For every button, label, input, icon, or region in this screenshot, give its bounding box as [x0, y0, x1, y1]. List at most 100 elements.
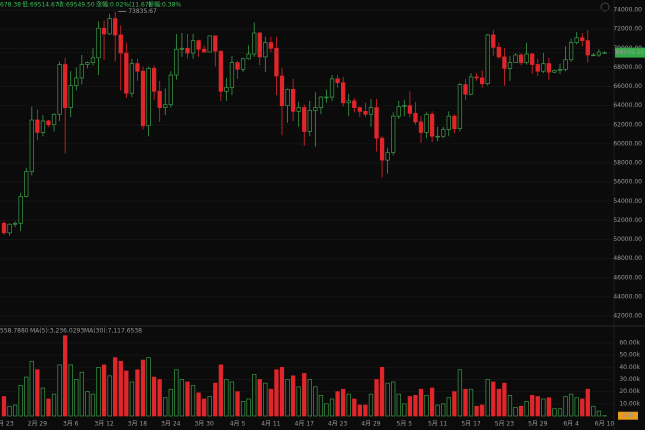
candle-body	[107, 18, 112, 35]
x-tick-label: 4月 29	[361, 421, 381, 428]
volume-bar	[452, 391, 457, 417]
candle-body	[568, 42, 574, 61]
last-volume-box	[618, 411, 638, 420]
candle-body	[63, 64, 68, 108]
candle-body	[480, 77, 485, 85]
candle-body	[518, 54, 524, 63]
candle-body	[168, 74, 173, 106]
x-tick-label: 3月 6	[63, 421, 79, 428]
volume-bar	[424, 394, 429, 417]
candle-body	[557, 68, 563, 71]
volume-bar	[190, 385, 196, 417]
candle-body	[285, 89, 290, 107]
settings-icon[interactable]	[600, 2, 610, 12]
candle-body	[257, 32, 262, 58]
volume-bar	[418, 388, 424, 417]
x-tick-label: 5月 23	[495, 421, 515, 428]
y-tick-label: 52000.00	[613, 217, 642, 224]
candle-body	[424, 113, 429, 133]
volume-bar	[318, 394, 324, 417]
volume-bar	[79, 371, 84, 417]
volume-bar	[580, 398, 585, 417]
x-tick-label: 6月 4	[563, 421, 579, 428]
y-tick-label: 54000.00	[613, 198, 642, 205]
y-tick-label: 60000.00	[613, 140, 642, 147]
volume-header-text: MA(30):7,117.6538	[84, 328, 142, 335]
candle-body	[274, 47, 279, 77]
volume-bar	[435, 404, 440, 417]
candle-body	[218, 50, 223, 92]
volume-bar	[46, 398, 51, 417]
x-tick-label: 4月 11	[261, 421, 281, 428]
volume-bar	[491, 381, 496, 417]
y-tick-label: 66000.00	[613, 83, 642, 90]
y-tick-label: 48000.00	[613, 255, 642, 262]
y-tick-label: 50000.00	[613, 236, 642, 243]
volume-bar	[313, 386, 318, 417]
volume-bar	[196, 392, 201, 417]
candle-body	[74, 77, 79, 86]
y-tick-label: 72000.00	[613, 26, 642, 33]
volume-bar	[463, 388, 468, 417]
x-tick-label: 3月 18	[128, 421, 148, 428]
volume-bar	[429, 387, 435, 417]
candle-body	[396, 106, 401, 117]
header-text: 678.38	[0, 2, 21, 9]
candle-body	[207, 35, 212, 53]
candle-body	[296, 107, 301, 112]
candle-body	[541, 63, 546, 72]
volume-bar	[135, 369, 140, 417]
candle-body	[252, 32, 257, 55]
x-tick-label: 5月 17	[461, 421, 481, 428]
candle-body	[407, 105, 413, 114]
volume-bar	[535, 396, 540, 417]
volume-bar	[29, 360, 34, 417]
volume-tick-label: 10.00k	[619, 400, 640, 407]
volume-bar	[1, 396, 7, 417]
volume-bar	[90, 393, 96, 417]
candle-body	[452, 115, 457, 129]
candle-body	[179, 47, 185, 50]
candle-body	[213, 35, 218, 52]
candle-body	[146, 68, 151, 127]
candle-body	[224, 87, 229, 92]
candle-body	[151, 68, 157, 92]
volume-bar	[407, 396, 413, 417]
volume-bar	[485, 379, 490, 417]
volume-tick-label: 40.00k	[619, 364, 640, 371]
candle-body	[485, 34, 490, 85]
volume-bar	[51, 393, 57, 417]
candle-body	[346, 100, 351, 104]
volume-bar	[541, 398, 546, 417]
candle-body	[496, 46, 501, 58]
volume-bar	[346, 393, 351, 417]
volume-bar	[363, 404, 368, 417]
candle-body	[46, 120, 51, 126]
volume-bar	[107, 375, 112, 417]
candle-body	[463, 84, 468, 95]
volume-bar	[101, 364, 107, 417]
candle-body	[374, 107, 379, 139]
candle-body	[302, 107, 307, 132]
y-tick-label: 56000.00	[613, 179, 642, 186]
y-tick-label: 68000.00	[613, 64, 642, 71]
y-tick-label: 46000.00	[613, 274, 642, 281]
candle-body	[1, 222, 7, 234]
volume-bar	[507, 394, 513, 417]
candle-body	[57, 64, 62, 115]
volume-bar	[179, 379, 185, 417]
volume-bar	[224, 379, 229, 417]
volume-bar	[302, 373, 307, 417]
candle-body	[446, 115, 451, 130]
x-tick-label: 5月 11	[428, 421, 448, 428]
volume-bar	[157, 379, 162, 417]
volume-bar	[468, 388, 474, 417]
x-tick-label: 5月 29	[528, 421, 548, 428]
volume-bar	[585, 388, 590, 417]
volume-bar	[596, 410, 602, 417]
volume-bar	[552, 408, 557, 417]
y-tick-label: 64000.00	[613, 102, 642, 109]
volume-bar	[118, 360, 123, 417]
candle-body	[341, 82, 346, 104]
